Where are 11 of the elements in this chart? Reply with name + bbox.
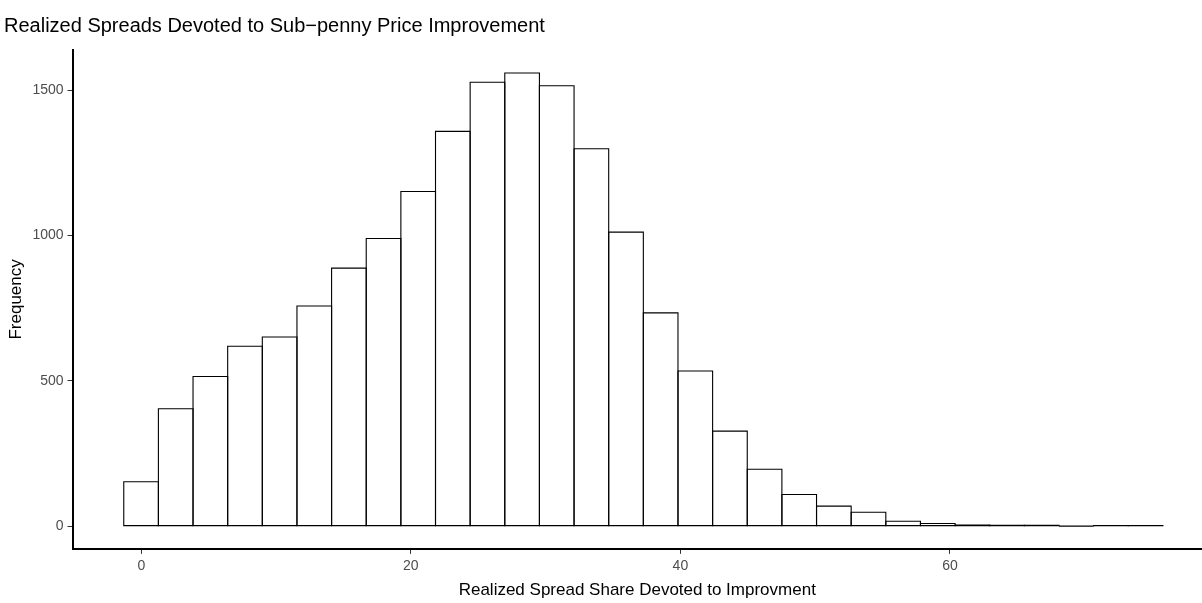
x-axis-title: Realized Spread Share Devoted to Improvment (458, 580, 817, 600)
chart-title: Realized Spreads Devoted to Sub−penny Price Improvement (4, 13, 546, 36)
x-tick-label: 0 (137, 557, 146, 574)
y-tick-label: 0 (55, 517, 64, 533)
y-tick-label: 500 (40, 371, 64, 388)
y-tick-label: 1500 (32, 81, 64, 98)
y-axis-title: Frequency (5, 258, 25, 340)
x-tick-label: 40 (672, 557, 689, 574)
x-tick-label: 20 (403, 557, 419, 574)
x-tick-label: 60 (942, 557, 958, 574)
y-tick-label: 1000 (32, 226, 64, 243)
